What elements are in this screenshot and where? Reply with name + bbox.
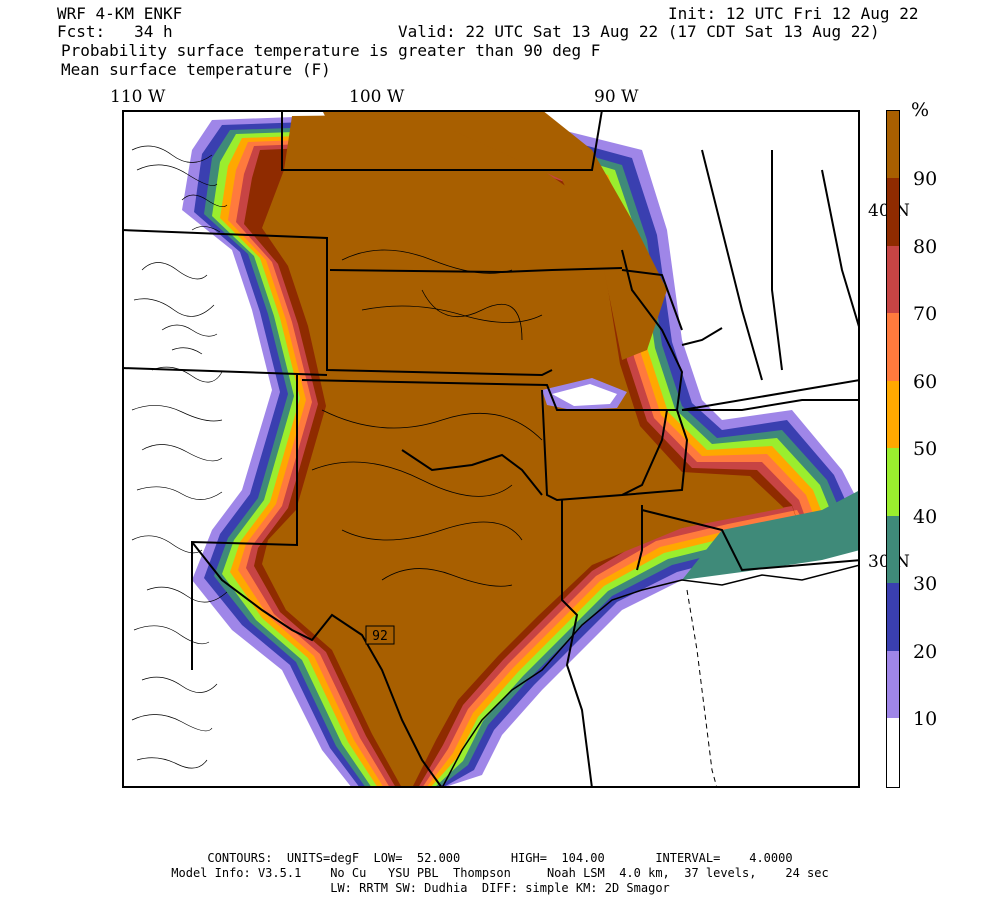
legend-unit: %: [911, 99, 930, 121]
legend-label-40: 40: [913, 506, 938, 528]
legend-label-50: 50: [913, 438, 938, 460]
legend-label-10: 10: [913, 708, 938, 730]
legend-swatch-90-100: [887, 111, 899, 178]
footer-physics-info: LW: RRTM SW: Dudhia DIFF: simple KM: 2D …: [330, 881, 670, 895]
legend-swatch-0-10: [887, 718, 899, 787]
legend-colorbar: [886, 110, 900, 788]
forecast-hour: Fcst: 34 h: [57, 22, 173, 41]
gulf-of-mexico: [462, 550, 860, 788]
valid-time: Valid: 22 UTC Sat 13 Aug 22 (17 CDT Sat …: [398, 22, 880, 41]
contour-label-box: [365, 625, 395, 645]
legend-swatch-30-40: [887, 516, 899, 583]
footer-contours-info: CONTOURS: UNITS=degF LOW= 52.000 HIGH= 1…: [207, 851, 793, 865]
model-title: WRF 4-KM ENKF: [57, 4, 183, 23]
legend-swatch-50-60: [887, 381, 899, 448]
map-frame: [122, 110, 860, 788]
lon-label-110w: 110 W: [110, 87, 166, 107]
init-time: Init: 12 UTC Fri 12 Aug 22: [668, 4, 919, 23]
legend-swatch-70-80: [887, 246, 899, 313]
prob-band-90-north: [322, 110, 667, 360]
legend-label-30: 30: [913, 573, 938, 595]
state-boundaries: [122, 110, 860, 788]
coastline: [441, 564, 860, 788]
legend-label-90: 90: [913, 168, 938, 190]
legend-label-80: 80: [913, 236, 938, 258]
southeast-coastal-band: [682, 490, 860, 580]
offshore-boundary: [686, 589, 718, 788]
legend-swatch-80-90: [887, 178, 899, 246]
contour-label: 92: [372, 629, 388, 644]
ozark-pocket-core: [552, 384, 617, 406]
lon-label-90w: 90 W: [594, 87, 639, 107]
map-panel: 92: [122, 110, 860, 788]
legend-label-70: 70: [913, 303, 938, 325]
footer-model-info: Model Info: V3.5.1 No Cu YSU PBL Thompso…: [171, 866, 829, 880]
legend-label-60: 60: [913, 371, 938, 393]
field-title-mean-temp: Mean surface temperature (F): [61, 60, 331, 79]
legend-swatch-20-30: [887, 583, 899, 651]
legend-swatch-40-50: [887, 448, 899, 516]
legend-swatch-60-70: [887, 313, 899, 381]
legend-label-20: 20: [913, 641, 938, 663]
legend-swatch-10-20: [887, 651, 899, 718]
lon-label-100w: 100 W: [349, 87, 405, 107]
probability-map: 92: [122, 110, 860, 788]
prob-band-90: [262, 114, 784, 788]
rio-grande-border: [191, 541, 443, 788]
field-title-probability: Probability surface temperature is great…: [61, 41, 601, 60]
terrain-contours: [131, 145, 228, 769]
temperature-contours: [311, 249, 543, 587]
